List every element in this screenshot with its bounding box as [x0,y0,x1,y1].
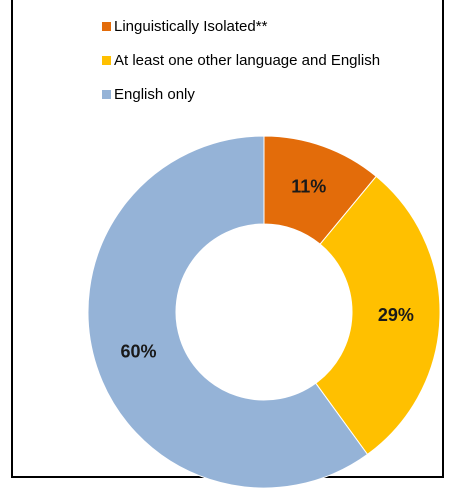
slice-label-other-language-and-english: 29% [378,305,414,325]
donut-slice-other-language-and-english [315,175,441,456]
legend-item-other-language-and-english: At least one other language and English [102,51,380,71]
chart-legend: Linguistically Isolated** At least one o… [102,17,380,119]
legend-label-english-only: English only [114,86,195,103]
legend-swatch-other-language-and-english [102,56,111,65]
slice-label-english-only: 60% [120,342,156,362]
legend-item-english-only: English only [102,85,380,105]
donut-labels: 11% 29% 60% [120,177,414,362]
legend-item-linguistically-isolated: Linguistically Isolated** [102,17,380,37]
donut-slices [87,135,441,489]
legend-swatch-linguistically-isolated [102,22,111,31]
legend-swatch-english-only [102,90,111,99]
legend-label-other-language-and-english: At least one other language and English [114,52,381,69]
donut-slice-english-only [87,135,369,489]
slice-label-linguistically-isolated: 11% [291,177,326,197]
legend-label-linguistically-isolated: Linguistically Isolated** [114,18,268,35]
